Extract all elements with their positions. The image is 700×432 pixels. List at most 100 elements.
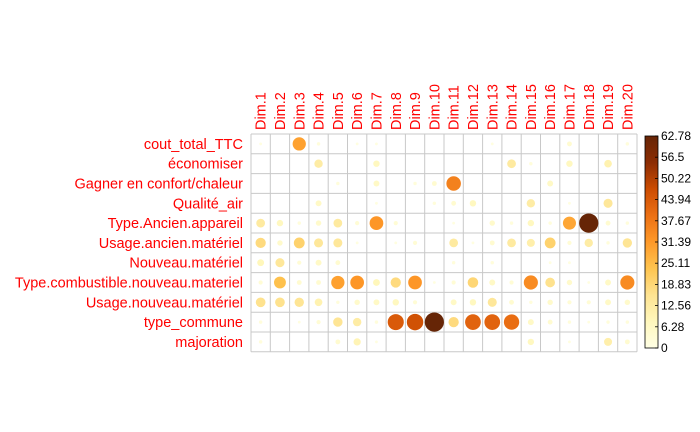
data-dot-9-14: [527, 319, 534, 326]
data-dot-9-13: [503, 314, 520, 330]
column-label-2: Dim.3: [292, 92, 308, 130]
data-dot-7-7: [390, 277, 401, 288]
data-dot-1-16: [566, 160, 573, 167]
data-dot-6-2: [297, 260, 302, 265]
data-dot-7-15: [545, 277, 555, 288]
data-dot-7-0: [258, 280, 263, 285]
data-dot-8-16: [567, 300, 572, 305]
data-dot-5-0: [255, 237, 266, 249]
data-dot-7-11: [467, 277, 479, 288]
data-dot-3-3: [315, 200, 322, 207]
column-label-17: Dim.18: [582, 84, 598, 130]
data-dot-0-6: [375, 142, 378, 146]
row-label-4: Type.Ancien.appareil: [108, 216, 243, 232]
data-dot-5-7: [394, 241, 398, 245]
data-dot-1-6: [373, 160, 380, 167]
data-dot-10-5: [353, 338, 361, 346]
data-dot-10-0: [258, 340, 263, 344]
legend-tick-label-5: 31.39: [661, 235, 691, 249]
data-dot-9-4: [333, 317, 343, 327]
column-label-0: Dim.1: [254, 92, 270, 130]
legend-tick-label-2: 50.22: [661, 171, 691, 185]
legend-tick-label-9: 6.28: [661, 320, 685, 334]
data-dot-8-12: [487, 297, 497, 307]
legend-tick-label-10: 0: [661, 341, 668, 355]
data-dot-9-15: [547, 319, 553, 325]
data-dot-0-2: [292, 137, 306, 151]
data-dot-1-18: [604, 159, 612, 168]
data-dot-10-6: [375, 340, 378, 344]
data-dot-8-14: [529, 300, 533, 305]
data-dot-5-4: [333, 238, 343, 248]
data-dot-6-10: [451, 260, 456, 265]
data-dot-2-4: [336, 181, 340, 186]
data-dot-7-6: [373, 279, 380, 286]
data-dot-6-15: [548, 261, 552, 265]
color-legend: 62.78 56.5 50.22 43.94 37.67 31.39 25.11 18.83 1…: [644, 129, 691, 355]
data-dot-8-4: [336, 300, 340, 305]
column-label-12: Dim.13: [485, 84, 501, 130]
data-dot-3-14: [526, 199, 536, 208]
data-dot-4-13: [509, 221, 514, 225]
data-dot-9-17: [587, 320, 591, 324]
column-label-14: Dim.15: [524, 84, 540, 130]
column-labels: Dim.1 Dim.2 Dim.3 Dim.4 Dim.5 Dim.6 Dim.7 Dim.8…: [254, 84, 637, 130]
data-dot-7-17: [587, 281, 591, 284]
data-dot-7-13: [509, 280, 514, 285]
data-dot-9-7: [387, 314, 404, 331]
data-dot-4-19: [625, 221, 630, 225]
data-dot-7-18: [605, 279, 612, 286]
data-dot-5-17: [584, 238, 593, 248]
legend-tick-label-6: 25.11: [661, 256, 690, 270]
data-dot-4-14: [527, 219, 535, 227]
data-dot-3-11: [469, 200, 477, 207]
column-label-7: Dim.8: [389, 92, 405, 130]
row-label-2: Gagner en confort/chaleur: [75, 177, 244, 193]
legend-tick-label-1: 56.5: [661, 150, 685, 164]
column-label-10: Dim.11: [447, 85, 463, 130]
data-dot-10-18: [604, 337, 613, 346]
data-dot-6-16: [568, 261, 571, 265]
data-dot-3-16: [568, 201, 571, 205]
data-dot-4-18: [605, 220, 611, 226]
column-label-4: Dim.5: [331, 92, 347, 130]
data-dot-6-4: [335, 260, 341, 266]
data-dot-4-6: [369, 216, 384, 230]
data-dot-7-10: [451, 280, 456, 285]
data-dot-8-5: [354, 299, 360, 306]
column-label-9: Dim.10: [427, 84, 443, 130]
column-label-16: Dim.17: [562, 84, 578, 130]
data-dot-4-2: [297, 221, 301, 225]
data-dot-9-5: [352, 317, 362, 327]
data-dot-5-15: [544, 237, 556, 249]
grid-lines: [250, 133, 638, 353]
data-dot-5-3: [314, 238, 324, 248]
data-dot-4-16: [562, 216, 576, 230]
data-dot-0-0: [259, 142, 263, 146]
row-label-5: Usage.ancien.matériel: [99, 236, 243, 252]
row-label-0: cout_total_TTC: [144, 137, 243, 153]
data-dot-0-16: [567, 141, 572, 147]
data-dot-5-10: [449, 238, 459, 248]
data-dot-10-19: [624, 339, 630, 345]
row-label-10: majoration: [175, 335, 243, 351]
data-dot-5-12: [489, 240, 495, 246]
data-dot-8-15: [547, 299, 553, 306]
data-dot-9-0: [258, 320, 263, 324]
legend-tick-label-3: 43.94: [661, 193, 691, 207]
column-label-19: Dim.20: [620, 84, 636, 130]
data-dot-9-11: [465, 314, 481, 330]
data-dot-4-5: [355, 221, 360, 226]
data-dot-5-5: [355, 241, 359, 245]
data-dot-7-12: [489, 279, 496, 286]
row-label-8: Usage.nouveau.matériel: [86, 295, 243, 311]
row-label-3: Qualité_air: [173, 196, 243, 212]
data-dot-8-8: [412, 300, 418, 305]
data-dot-6-12: [490, 260, 494, 265]
data-dot-2-15: [547, 180, 554, 187]
data-dot-7-16: [566, 279, 573, 286]
data-dot-10-4: [335, 339, 341, 345]
data-dot-4-17: [579, 213, 599, 233]
data-dot-10-16: [568, 340, 571, 344]
